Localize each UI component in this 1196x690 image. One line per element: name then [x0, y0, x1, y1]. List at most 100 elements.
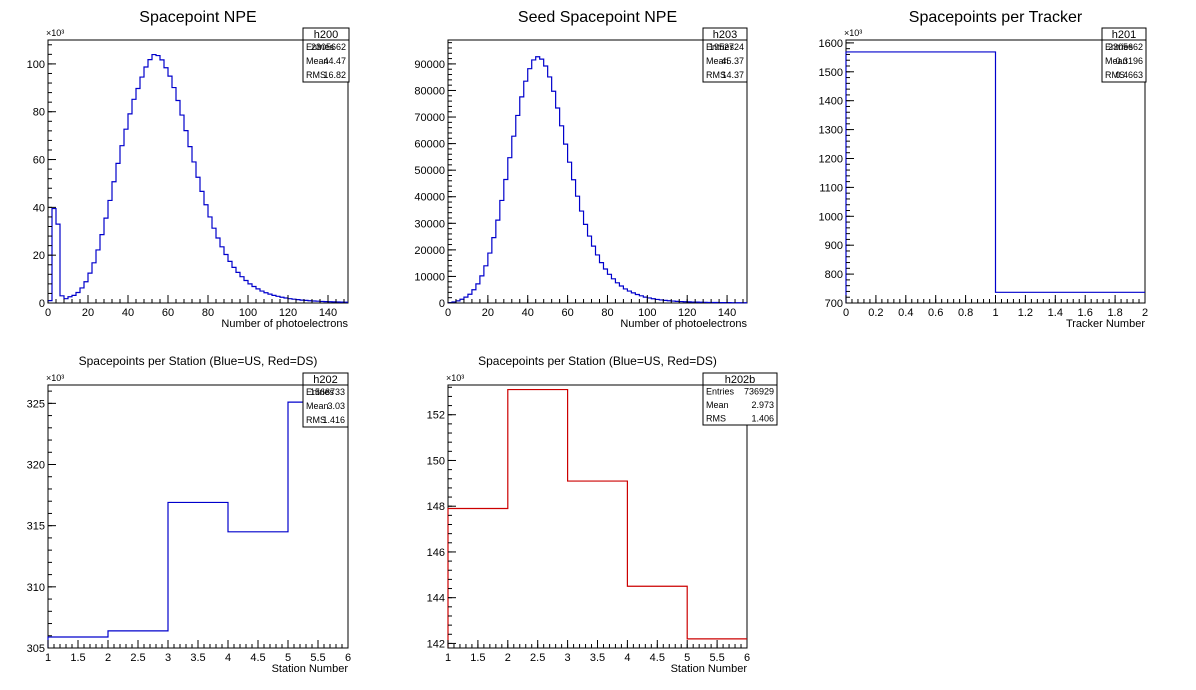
chart-h202: Spacepoints per Station (Blue=US, Red=DS… — [27, 354, 351, 675]
x-tick-label: 1.6 — [1078, 307, 1093, 319]
y-tick-label: 30000 — [414, 218, 445, 230]
stats-histogram-name: h202b — [725, 374, 756, 386]
x-tick-label: 1 — [45, 652, 51, 664]
stats-row-value: 45.37 — [721, 56, 744, 66]
x-axis-label: Station Number — [272, 663, 349, 675]
x-tick-label: 1 — [445, 652, 451, 664]
x-tick-label: 5.5 — [709, 652, 724, 664]
stats-histogram-name: h200 — [314, 29, 338, 41]
x-tick-label: 100 — [239, 307, 257, 319]
y-tick-label: 50000 — [414, 165, 445, 177]
x-tick-label: 2.5 — [530, 652, 545, 664]
y-tick-label: 142 — [427, 638, 445, 650]
y-exponent-label: ×10³ — [844, 28, 862, 38]
x-tick-label: 4.5 — [250, 652, 265, 664]
y-tick-label: 1400 — [819, 96, 843, 108]
stats-row-label: Entries — [706, 42, 735, 52]
x-tick-label: 0.8 — [958, 307, 973, 319]
stats-row-value: 0.4663 — [1115, 70, 1143, 80]
x-tick-label: 1.4 — [1048, 307, 1063, 319]
y-tick-label: 20000 — [414, 245, 445, 257]
y-tick-label: 40000 — [414, 192, 445, 204]
plot-frame — [447, 384, 748, 649]
y-tick-label: 144 — [427, 593, 445, 605]
x-tick-label: 60 — [162, 307, 174, 319]
x-tick-label: 0.6 — [928, 307, 943, 319]
stats-row-label: RMS — [706, 413, 726, 423]
x-tick-label: 0 — [45, 307, 51, 319]
y-tick-label: 1100 — [819, 182, 843, 194]
histogram-line — [447, 388, 747, 648]
y-tick-label: 700 — [825, 298, 843, 310]
x-tick-label: 4.5 — [650, 652, 665, 664]
stats-row-value: 44.47 — [323, 56, 346, 66]
y-exponent-label: ×10³ — [46, 28, 64, 38]
histogram-line — [447, 56, 747, 304]
histogram-line — [845, 51, 1145, 303]
y-tick-label: 320 — [27, 460, 45, 472]
histogram-line — [47, 53, 348, 303]
stats-row-value: 1568733 — [310, 387, 345, 397]
x-axis-label: Number of photoelectrons — [221, 318, 348, 330]
y-tick-label: 310 — [27, 582, 45, 594]
x-tick-label: 20 — [82, 307, 94, 319]
stats-row-label: Entries — [306, 42, 335, 52]
stats-row-label: Entries — [1105, 42, 1134, 52]
x-tick-label: 1.5 — [70, 652, 85, 664]
x-tick-label: 1 — [992, 307, 998, 319]
y-tick-label: 1200 — [819, 153, 843, 165]
stats-row-label: Mean — [706, 56, 729, 66]
y-tick-label: 90000 — [414, 59, 445, 71]
y-tick-label: 10000 — [414, 271, 445, 283]
stats-row-label: Mean — [306, 401, 329, 411]
stats-row-label: Mean — [706, 400, 729, 410]
x-tick-label: 6 — [345, 652, 351, 664]
stats-row-value: 2305662 — [311, 42, 346, 52]
chart-h200: Spacepoint NPE 0 20 40 60 80 100 120 140 0 20 40 60 8… — [27, 9, 350, 330]
x-axis-label: Station Number — [671, 663, 748, 675]
y-tick-label: 146 — [427, 547, 445, 559]
stats-row-value: 2.973 — [751, 400, 774, 410]
stats-row-label: Mean — [1105, 56, 1128, 66]
plot-frame — [447, 39, 748, 304]
x-tick-label: 2.5 — [130, 652, 145, 664]
chart-title: Spacepoints per Tracker — [909, 9, 1083, 26]
stats-row-label: Entries — [306, 387, 335, 397]
y-exponent-label: ×10³ — [46, 373, 64, 383]
y-tick-label: 20 — [33, 250, 45, 262]
chart-title: Spacepoints per Station (Blue=US, Red=DS… — [79, 354, 318, 368]
chart-title: Spacepoint NPE — [139, 9, 256, 26]
y-tick-label: 80 — [33, 107, 45, 119]
stats-row-value: 2305662 — [1108, 42, 1143, 52]
y-tick-label: 80000 — [414, 85, 445, 97]
y-tick-label: 1300 — [819, 125, 843, 137]
x-tick-label: 1.8 — [1107, 307, 1122, 319]
stats-row-label: Mean — [306, 56, 329, 66]
x-tick-label: 0.2 — [868, 307, 883, 319]
chart-h201: Spacepoints per Tracker 0 0.2 0.4 0.6 0.8 1 1.2… — [819, 9, 1149, 330]
x-tick-label: 140 — [319, 307, 337, 319]
x-tick-label: 5 — [285, 652, 291, 664]
y-tick-label: 100 — [27, 59, 45, 71]
x-tick-label: 140 — [718, 307, 736, 319]
x-tick-label: 40 — [522, 307, 534, 319]
x-tick-label: 5 — [684, 652, 690, 664]
stats-row-value: 16.82 — [323, 70, 346, 80]
stats-row-label: Entries — [706, 387, 735, 397]
y-tick-label: 315 — [27, 521, 45, 533]
y-tick-label: 0 — [39, 298, 45, 310]
plot-frame — [47, 39, 349, 304]
stats-row-value: 0.3196 — [1115, 56, 1143, 66]
y-tick-label: 60 — [33, 155, 45, 167]
y-tick-label: 0 — [439, 298, 445, 310]
x-tick-label: 3.5 — [590, 652, 605, 664]
stats-row-label: RMS — [306, 70, 326, 80]
y-tick-label: 152 — [427, 410, 445, 422]
y-tick-label: 800 — [825, 269, 843, 281]
stats-histogram-name: h202 — [313, 374, 337, 386]
y-tick-label: 325 — [27, 398, 45, 410]
